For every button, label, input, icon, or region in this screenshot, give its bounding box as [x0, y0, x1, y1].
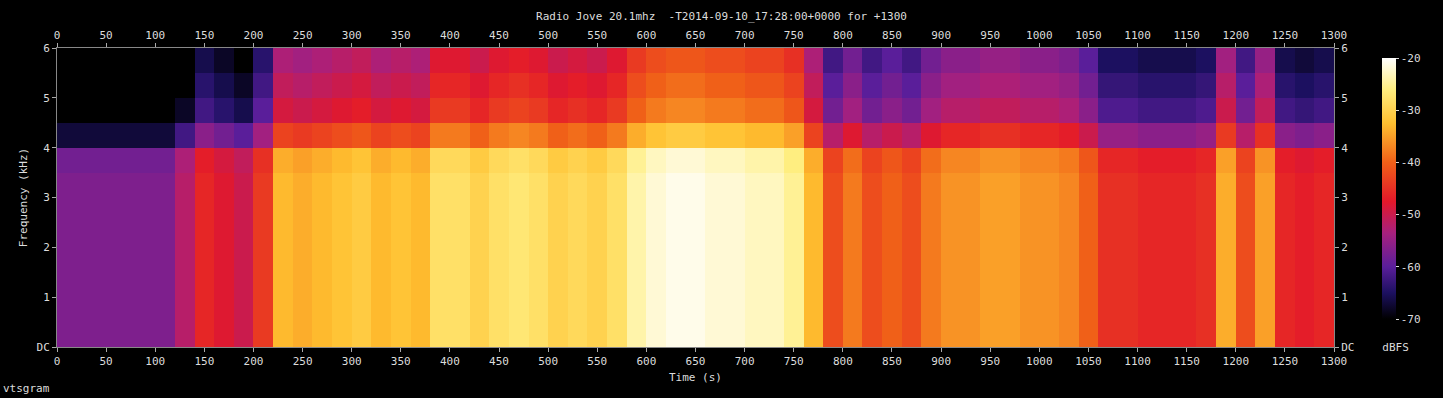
svg-text:950: 950 — [980, 29, 1000, 42]
svg-text:200: 200 — [244, 355, 264, 368]
svg-text:5: 5 — [43, 92, 50, 105]
svg-text:50: 50 — [99, 355, 112, 368]
svg-text:550: 550 — [587, 29, 607, 42]
svg-text:150: 150 — [194, 29, 214, 42]
svg-text:1100: 1100 — [1124, 29, 1151, 42]
svg-text:300: 300 — [342, 29, 362, 42]
svg-text:600: 600 — [636, 355, 656, 368]
svg-text:800: 800 — [833, 29, 853, 42]
svg-text:450: 450 — [489, 29, 509, 42]
svg-text:800: 800 — [833, 355, 853, 368]
svg-text:700: 700 — [735, 29, 755, 42]
svg-text:Frequency (kHz): Frequency (kHz) — [17, 148, 30, 247]
svg-text:1100: 1100 — [1124, 355, 1151, 368]
svg-text:850: 850 — [882, 355, 902, 368]
svg-text:500: 500 — [538, 355, 558, 368]
svg-text:1: 1 — [43, 291, 50, 304]
svg-text:400: 400 — [440, 355, 460, 368]
svg-text:1300: 1300 — [1321, 29, 1348, 42]
svg-text:3: 3 — [43, 191, 50, 204]
svg-text:900: 900 — [931, 355, 951, 368]
svg-text:950: 950 — [980, 355, 1000, 368]
svg-text:250: 250 — [293, 29, 313, 42]
svg-text:-50: -50 — [1401, 208, 1421, 221]
svg-text:850: 850 — [882, 29, 902, 42]
svg-text:450: 450 — [489, 355, 509, 368]
svg-text:1050: 1050 — [1075, 29, 1102, 42]
svg-text:750: 750 — [784, 29, 804, 42]
svg-text:1200: 1200 — [1223, 29, 1250, 42]
svg-text:50: 50 — [99, 29, 112, 42]
svg-text:350: 350 — [391, 29, 411, 42]
svg-text:1150: 1150 — [1173, 29, 1200, 42]
svg-text:5: 5 — [1341, 92, 1348, 105]
svg-text:1: 1 — [1341, 291, 1348, 304]
svg-text:6: 6 — [43, 42, 50, 55]
svg-text:-30: -30 — [1401, 104, 1421, 117]
svg-text:100: 100 — [145, 355, 165, 368]
svg-text:-20: -20 — [1401, 52, 1421, 65]
svg-text:2: 2 — [43, 241, 50, 254]
svg-text:350: 350 — [391, 355, 411, 368]
svg-text:-60: -60 — [1401, 261, 1421, 274]
svg-text:200: 200 — [244, 29, 264, 42]
svg-text:1250: 1250 — [1272, 355, 1299, 368]
svg-text:750: 750 — [784, 355, 804, 368]
svg-text:0: 0 — [54, 355, 61, 368]
svg-text:700: 700 — [735, 355, 755, 368]
svg-text:150: 150 — [194, 355, 214, 368]
svg-text:4: 4 — [1341, 142, 1348, 155]
svg-text:vtsgram: vtsgram — [3, 382, 50, 395]
svg-text:6: 6 — [1341, 42, 1348, 55]
svg-text:600: 600 — [636, 29, 656, 42]
svg-text:250: 250 — [293, 355, 313, 368]
svg-text:1300: 1300 — [1321, 355, 1348, 368]
svg-text:4: 4 — [43, 142, 50, 155]
svg-text:1150: 1150 — [1173, 355, 1200, 368]
svg-text:1050: 1050 — [1075, 355, 1102, 368]
svg-text:DC: DC — [37, 341, 50, 354]
svg-text:dBFS: dBFS — [1382, 341, 1409, 354]
svg-text:1000: 1000 — [1026, 29, 1053, 42]
svg-text:3: 3 — [1341, 191, 1348, 204]
svg-text:2: 2 — [1341, 241, 1348, 254]
svg-text:Radio Jove 20.1mhz -T2014-09-: Radio Jove 20.1mhz -T2014-09-10_17:28:00… — [536, 10, 907, 23]
svg-text:400: 400 — [440, 29, 460, 42]
svg-text:Time (s): Time (s) — [669, 371, 722, 384]
svg-text:500: 500 — [538, 29, 558, 42]
svg-text:-70: -70 — [1401, 313, 1421, 326]
svg-text:1250: 1250 — [1272, 29, 1299, 42]
svg-text:-40: -40 — [1401, 156, 1421, 169]
svg-text:300: 300 — [342, 355, 362, 368]
svg-text:550: 550 — [587, 355, 607, 368]
svg-text:900: 900 — [931, 29, 951, 42]
svg-text:650: 650 — [686, 355, 706, 368]
svg-text:650: 650 — [686, 29, 706, 42]
svg-text:1000: 1000 — [1026, 355, 1053, 368]
svg-text:DC: DC — [1341, 341, 1354, 354]
svg-text:1200: 1200 — [1223, 355, 1250, 368]
svg-text:0: 0 — [54, 29, 61, 42]
svg-text:100: 100 — [145, 29, 165, 42]
